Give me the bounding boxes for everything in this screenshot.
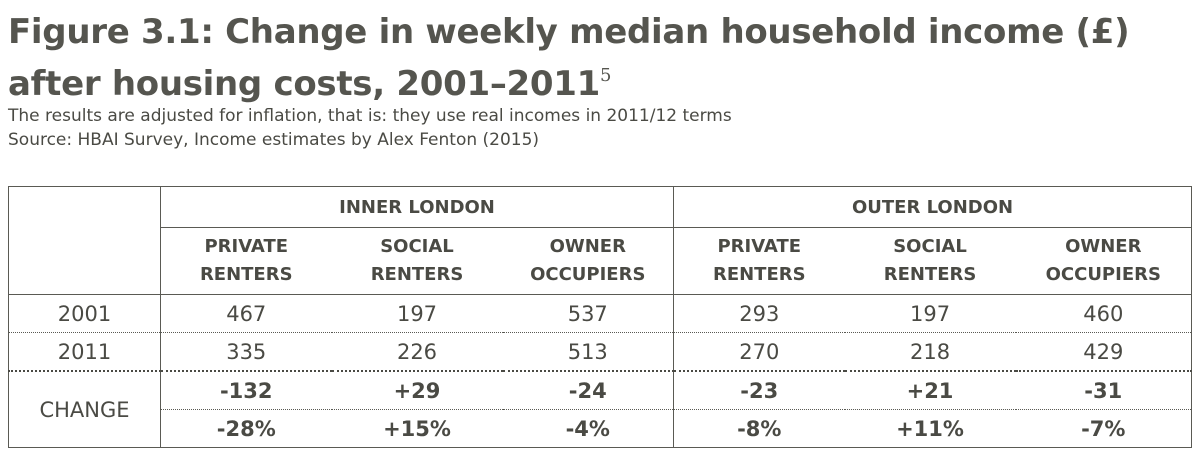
table-row-change-absolute: CHANGE -132 +29 -24 -23 +21 -31 bbox=[8, 371, 1193, 448]
table-cell: 226 bbox=[331, 332, 503, 372]
table-cell: +11% bbox=[844, 409, 1016, 448]
subtitle-line-inflation: The results are adjusted for inflation, … bbox=[8, 106, 732, 126]
table-cell: 197 bbox=[844, 294, 1016, 333]
row-label: 2011 bbox=[8, 332, 161, 372]
table-cell: -132 bbox=[160, 371, 332, 410]
table-row-2011: 2011 335 226 513 270 218 429 bbox=[8, 332, 1193, 372]
row-label-change: CHANGE bbox=[8, 371, 161, 448]
income-table: INNER LONDON OUTER LONDON PRIVATE RENTERS… bbox=[8, 186, 1193, 448]
table-cell: -31 bbox=[1015, 371, 1193, 410]
column-header: OWNER OCCUPIERS bbox=[502, 227, 674, 295]
table-cell: 335 bbox=[160, 332, 332, 372]
footnote-marker: 5 bbox=[599, 65, 612, 86]
column-header-row: PRIVATE RENTERS SOCIAL RENTERS OWNER OCCUPI… bbox=[9, 227, 1193, 295]
corner-cell bbox=[8, 186, 161, 295]
table-cell: -8% bbox=[673, 409, 845, 448]
table-cell: +29 bbox=[331, 371, 503, 410]
column-header: OWNER OCCUPIERS bbox=[1015, 227, 1193, 295]
row-label: 2001 bbox=[8, 294, 161, 333]
group-header-outer-london: OUTER LONDON bbox=[673, 186, 1193, 228]
table-cell: 467 bbox=[160, 294, 332, 333]
table-cell: 218 bbox=[844, 332, 1016, 372]
figure-title: Figure 3.1: Change in weekly median hous… bbox=[8, 12, 1130, 104]
group-header-inner-london: INNER LONDON bbox=[159, 186, 674, 228]
table-cell: +15% bbox=[331, 409, 503, 448]
table-cell: -7% bbox=[1015, 409, 1193, 448]
table-cell: 293 bbox=[673, 294, 845, 333]
table-row-change-percent: -28% +15% -4% -8% +11% -7% bbox=[9, 409, 1193, 448]
table-row-2001: 2001 467 197 537 293 197 460 bbox=[8, 294, 1193, 333]
table-cell: +21 bbox=[844, 371, 1016, 410]
table-cell: 197 bbox=[331, 294, 503, 333]
table-cell: -24 bbox=[502, 371, 674, 410]
column-header: PRIVATE RENTERS bbox=[673, 227, 845, 295]
column-header: SOCIAL RENTERS bbox=[844, 227, 1016, 295]
table-cell: 270 bbox=[673, 332, 845, 372]
table-cell: -4% bbox=[502, 409, 674, 448]
column-header: SOCIAL RENTERS bbox=[331, 227, 503, 295]
table-cell: 513 bbox=[502, 332, 674, 372]
table-cell: -28% bbox=[160, 409, 332, 448]
table-cell: 537 bbox=[502, 294, 674, 333]
subtitle-line-source: Source: HBAI Survey, Income estimates by… bbox=[8, 130, 540, 150]
group-header-row: INNER LONDON OUTER LONDON bbox=[8, 186, 1193, 295]
table-cell: 429 bbox=[1015, 332, 1193, 372]
figure-subtitle: The results are adjusted for inflation, … bbox=[8, 104, 732, 152]
column-header: PRIVATE RENTERS bbox=[160, 227, 332, 295]
table-cell: -23 bbox=[673, 371, 845, 410]
table-cell: 460 bbox=[1015, 294, 1193, 333]
